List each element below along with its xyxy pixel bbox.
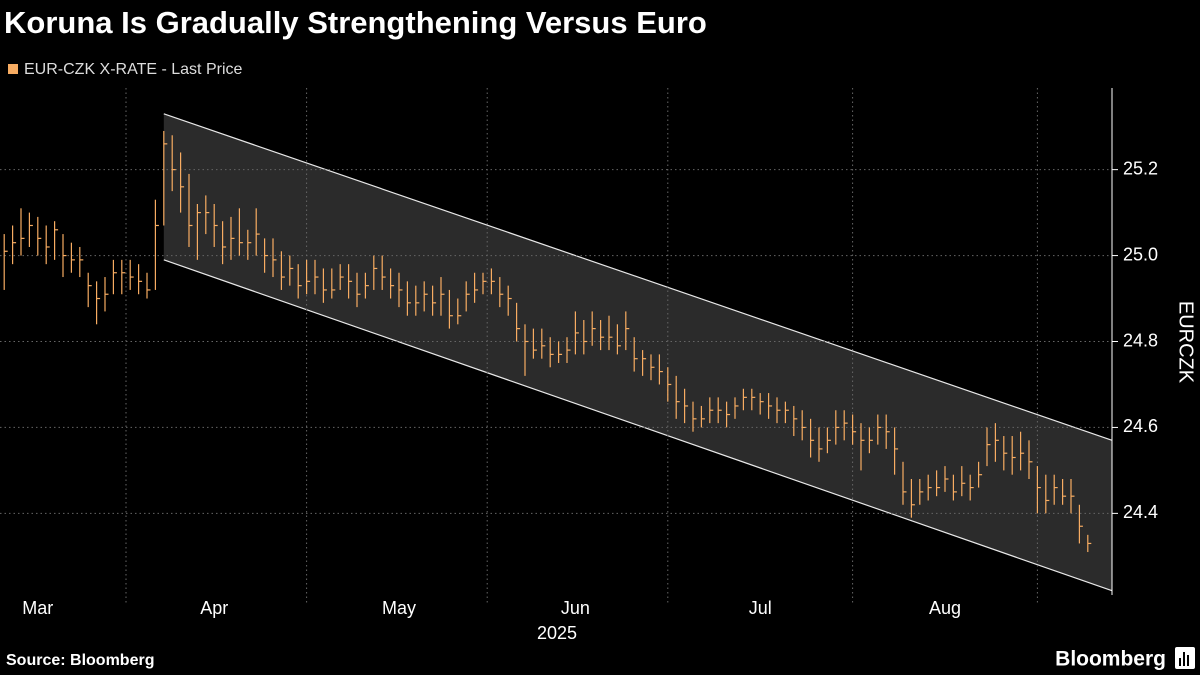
logo-icon <box>1175 647 1195 669</box>
x-tick-label: Jul <box>749 598 772 618</box>
channel-line <box>163 259 1113 592</box>
x-tick-label: Apr <box>200 598 228 618</box>
x-axis-label: 2025 <box>537 623 577 643</box>
y-tick-label: 24.8 <box>1123 330 1158 350</box>
y-tick-label: 24.6 <box>1123 416 1158 436</box>
x-tick-label: Aug <box>929 598 961 618</box>
channel-fill <box>163 113 1113 591</box>
y-tick-label: 24.4 <box>1123 502 1158 522</box>
y-axis-label: EURCZK <box>1175 301 1197 384</box>
logo: Bloomberg <box>1055 648 1166 671</box>
x-tick-label: Mar <box>22 598 53 618</box>
channel-line <box>163 113 1113 441</box>
y-tick-label: 25.0 <box>1123 244 1158 264</box>
y-tick-label: 25.2 <box>1123 158 1158 178</box>
source: Source: Bloomberg <box>6 652 154 669</box>
x-tick-label: Jun <box>561 598 590 618</box>
chart-title: Koruna Is Gradually Strengthening Versus… <box>4 5 707 40</box>
legend-label: EUR-CZK X-RATE - Last Price <box>24 61 243 78</box>
x-tick-label: May <box>382 598 416 618</box>
legend-swatch <box>8 64 18 74</box>
price-bars <box>3 130 1092 553</box>
